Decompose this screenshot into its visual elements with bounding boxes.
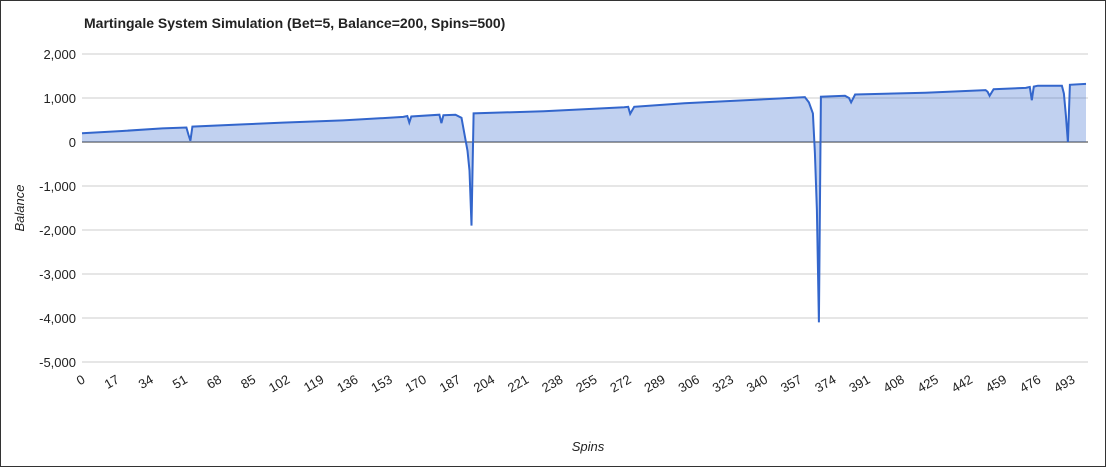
y-tick-label: -5,000 (39, 355, 76, 370)
x-tick-label: 34 (136, 372, 156, 392)
line (81, 82, 1087, 323)
area (82, 83, 1086, 323)
y-tick-label: -4,000 (39, 311, 76, 326)
y-tick-label: 1,000 (43, 91, 76, 106)
y-tick-label: 0 (69, 135, 76, 150)
x-tick-label: 17 (102, 372, 122, 392)
x-tick-label: 51 (170, 372, 190, 392)
y-tick-label: -3,000 (39, 267, 76, 282)
y-tick-label: -1,000 (39, 179, 76, 194)
x-tick-label: 68 (204, 372, 224, 392)
chart-title: Martingale System Simulation (Bet=5, Bal… (84, 15, 505, 31)
y-tick-label: -2,000 (39, 223, 76, 238)
y-axis-label: Balance (12, 185, 27, 232)
x-axis-label: Spins (572, 439, 605, 454)
y-tick-label: 2,000 (43, 47, 76, 62)
x-tick-label: 85 (238, 372, 258, 392)
